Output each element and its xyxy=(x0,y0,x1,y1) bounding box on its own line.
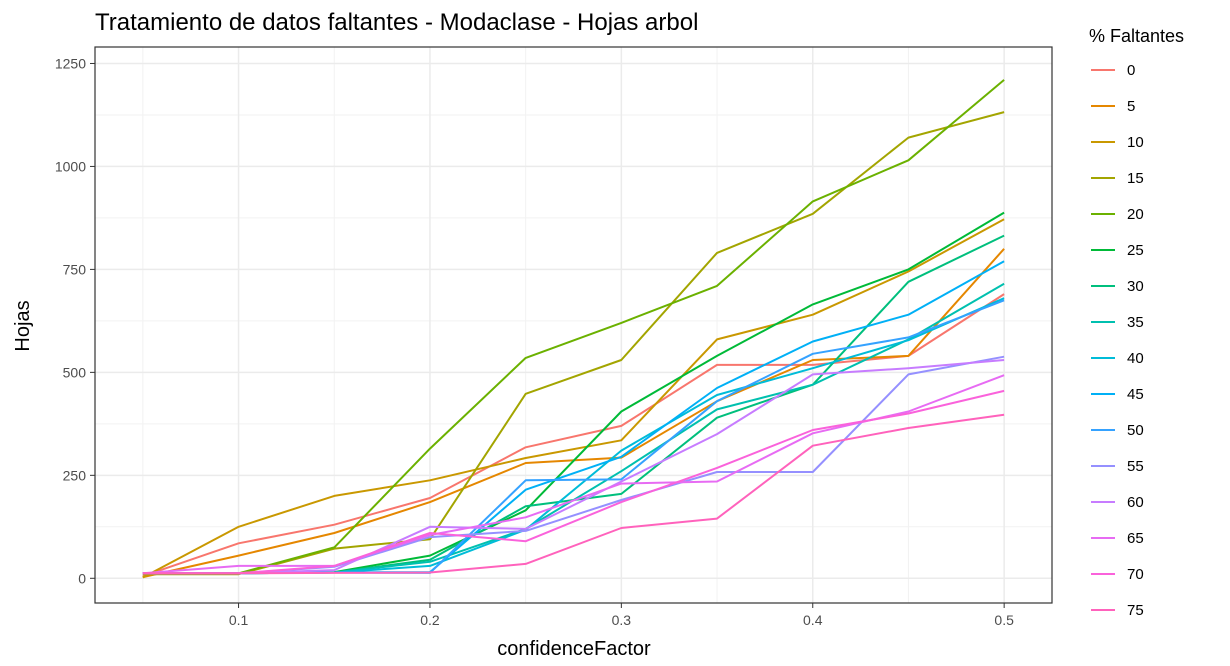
panel-border xyxy=(94,46,1053,604)
legend: % Faltantes 0 5 10 15 20 25 30 35 40 45 50 55 60 65 70… xyxy=(1089,26,1184,619)
y-tick-label: 500 xyxy=(63,364,87,380)
series-line-20 xyxy=(142,79,1005,575)
y-tick-label: 250 xyxy=(63,467,87,483)
series-line-60 xyxy=(142,359,1005,575)
series-line-15 xyxy=(142,111,1005,576)
series-line-10 xyxy=(142,218,1005,579)
series-line-35 xyxy=(142,282,1005,575)
series-line-55 xyxy=(142,355,1005,575)
y-axis-title: Hojas xyxy=(12,300,34,351)
x-tick-label: 0.3 xyxy=(612,612,632,628)
x-tick-label: 0.2 xyxy=(420,612,440,628)
x-tick-label: 0.1 xyxy=(229,612,249,628)
legend-label-20: 20 xyxy=(1127,206,1144,223)
legend-label-45: 45 xyxy=(1127,386,1144,403)
y-tick-label: 1250 xyxy=(55,55,86,71)
series-line-5 xyxy=(142,248,1005,579)
x-axis-title: confidenceFactor xyxy=(497,638,651,660)
x-tick-label: 0.4 xyxy=(803,612,823,628)
legend-label-70: 70 xyxy=(1127,566,1144,583)
y-tick-label: 0 xyxy=(78,570,86,586)
legend-label-60: 60 xyxy=(1127,494,1144,511)
chart-title: Tratamiento de datos faltantes - Modacla… xyxy=(95,9,698,36)
legend-label-65: 65 xyxy=(1127,530,1144,547)
legend-label-5: 5 xyxy=(1127,98,1135,115)
legend-label-25: 25 xyxy=(1127,242,1144,259)
series-line-75 xyxy=(142,413,1005,575)
series-line-70 xyxy=(142,389,1005,575)
legend-label-40: 40 xyxy=(1127,350,1144,367)
series-line-25 xyxy=(142,211,1005,575)
legend-label-15: 15 xyxy=(1127,170,1144,187)
legend-title: % Faltantes xyxy=(1089,26,1184,46)
legend-label-0: 0 xyxy=(1127,62,1135,79)
legend-label-35: 35 xyxy=(1127,314,1144,331)
series-line-0 xyxy=(142,293,1005,578)
legend-label-50: 50 xyxy=(1127,422,1144,439)
y-tick-label: 750 xyxy=(63,261,87,277)
legend-label-10: 10 xyxy=(1127,134,1144,151)
y-tick-label: 1000 xyxy=(55,158,86,174)
legend-label-55: 55 xyxy=(1127,458,1144,475)
plot-panel xyxy=(90,46,1053,608)
legend-label-30: 30 xyxy=(1127,278,1144,295)
legend-label-75: 75 xyxy=(1127,602,1144,619)
x-tick-label: 0.5 xyxy=(994,612,1014,628)
